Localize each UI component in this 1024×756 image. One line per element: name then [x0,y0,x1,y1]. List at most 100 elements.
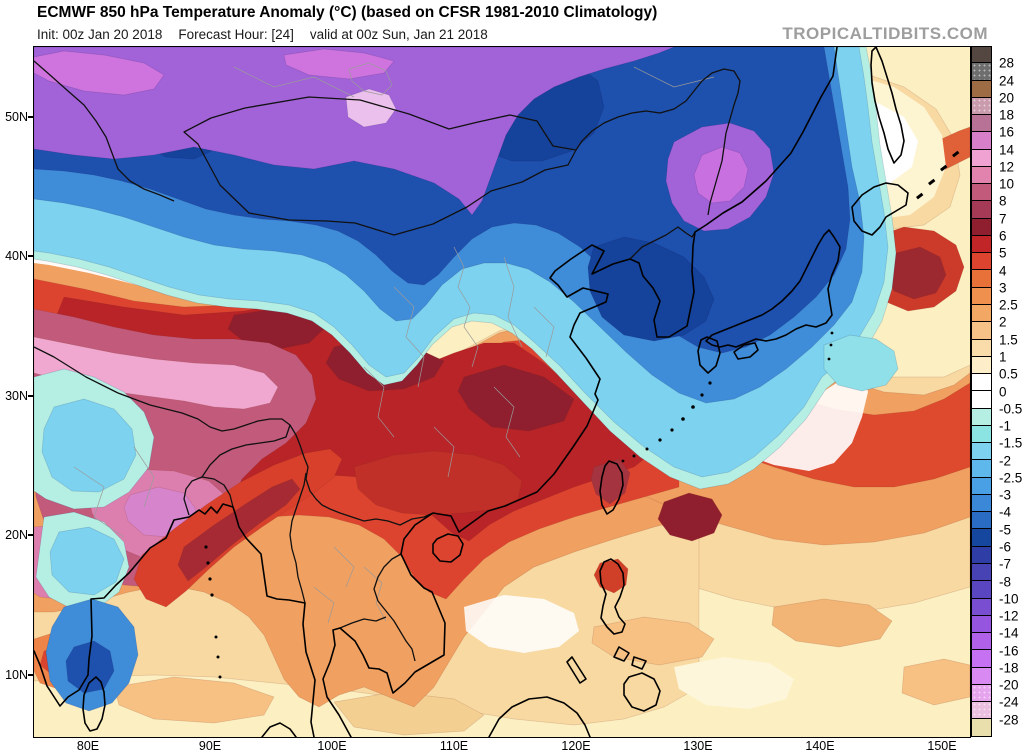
colorbar-segment-16 [971,322,992,340]
lon-label-120E: 120E [561,739,591,753]
colorbar-label-8: 8 [999,193,1007,209]
colorbar-label-12: 12 [999,159,1015,175]
colorbar-segment-38 [971,702,992,720]
page-title: ECMWF 850 hPa Temperature Anomaly (°C) (… [37,4,658,21]
colorbar-segment-1 [971,63,992,81]
colorbar-label--3: -3 [999,487,1012,503]
country-borders [34,60,741,662]
colorbar-segment-29 [971,546,992,564]
lat-label-30N: 30N [5,389,28,403]
colorbar-label--1: -1 [999,418,1012,434]
colorbar-segment-12 [971,253,992,271]
colorbar-label-3: 3 [999,280,1007,296]
colorbar-segment-7 [971,166,992,185]
colorbar-segment-25 [971,477,992,495]
colorbar-label--16: -16 [999,643,1019,659]
lat-tick [28,395,33,397]
colorbar-label--7: -7 [999,556,1012,572]
colorbar-label--2.5: -2.5 [999,470,1023,486]
colorbar-segment-24 [971,460,992,478]
lat-tick [28,255,33,257]
colorbar-segment-30 [971,563,992,582]
colorbar-label-5: 5 [999,245,1007,261]
colorbar-segment-36 [971,667,992,685]
colorbar-label--2: -2 [999,453,1012,469]
colorbar-segment-26 [971,494,992,513]
lon-label-130E: 130E [683,739,713,753]
colorbar-label-0: 0 [999,384,1007,399]
colorbar-label-1.5: 1.5 [999,332,1018,348]
colorbar-segment-28 [971,529,992,547]
colorbar-label--0.5: -0.5 [999,401,1023,417]
province-borders [73,62,715,624]
colorbar-segment-6 [971,149,992,167]
lat-label-50N: 50N [5,110,28,124]
colorbar-label--14: -14 [999,625,1019,641]
colorbar-segment-34 [971,633,992,651]
colorbar-label-1: 1 [999,349,1007,365]
lat-label-20N: 20N [5,528,28,542]
colorbar-label-7: 7 [999,211,1007,227]
colorbar-label--8: -8 [999,574,1012,590]
colorbar-label-16: 16 [999,124,1015,140]
lon-label-100E: 100E [317,739,347,753]
colorbar-label-24: 24 [999,73,1015,89]
colorbar-label-2: 2 [999,314,1007,330]
colorbar-label-0.5: 0.5 [999,366,1018,382]
colorbar-label--18: -18 [999,660,1019,676]
lon-label-80E: 80E [76,739,100,753]
colorbar-segment-9 [971,201,992,219]
colorbar-segment-32 [971,598,992,616]
colorbar-segment-5 [971,132,992,150]
colorbar-segment-21 [971,408,992,426]
colorbar-label--24: -24 [999,694,1019,710]
colorbar-label-10: 10 [999,176,1015,192]
colorbar-segment-18 [971,356,992,375]
anomaly-field-svg [34,47,970,737]
run-info: Init: 00z Jan 20 2018 Forecast Hour: [24]… [37,27,504,42]
colorbar-segment-15 [971,304,992,323]
colorbar-segment-4 [971,115,992,133]
lat-tick [28,674,33,676]
colorbar-segment-22 [971,425,992,444]
colorbar-segment-2 [971,80,992,98]
colorbar-label-4: 4 [999,263,1007,279]
lon-label-110E: 110E [439,739,469,753]
lat-tick [28,116,33,118]
colorbar-label-6: 6 [999,228,1007,244]
colorbar-label--20: -20 [999,677,1019,693]
colorbar-segment-19 [971,374,992,392]
map-plot-area [33,46,971,738]
lat-label-40N: 40N [5,249,28,263]
colorbar-segment-20 [971,391,992,409]
valid-time: valid at 00z Sun, Jan 21 2018 [309,27,488,42]
colorbar-label--6: -6 [999,539,1012,555]
init-time: Init: 00z Jan 20 2018 [37,27,163,42]
colorbar-segment-35 [971,650,992,668]
lon-label-150E: 150E [927,739,957,753]
lat-tick [28,534,33,536]
colorbar-label-18: 18 [999,107,1015,123]
coastlines [34,47,909,737]
colorbar-label-28: 28 [999,55,1015,71]
colorbar-label--4: -4 [999,504,1012,520]
colorbar-segment-8 [971,184,992,202]
lon-label-140E: 140E [805,739,835,753]
island-specks [204,150,960,679]
colorbar-segment-31 [971,581,992,599]
colorbar-segment-23 [971,443,992,461]
forecast-hour: Forecast Hour: [24] [178,27,294,42]
colorbar-label--5: -5 [999,522,1012,538]
cold-anomaly-field [34,47,899,712]
lat-label-10N: 10N [5,668,28,682]
colorbar-segment-11 [971,235,992,254]
colorbar-label--12: -12 [999,608,1019,624]
colorbar-segment-13 [971,270,992,288]
colorbar [971,46,992,737]
site-watermark: TROPICALTIDBITS.COM [782,24,988,43]
colorbar-label--1.5: -1.5 [999,435,1023,451]
colorbar-segment-27 [971,512,992,530]
colorbar-segment-10 [971,218,992,236]
lon-label-90E: 90E [198,739,222,753]
